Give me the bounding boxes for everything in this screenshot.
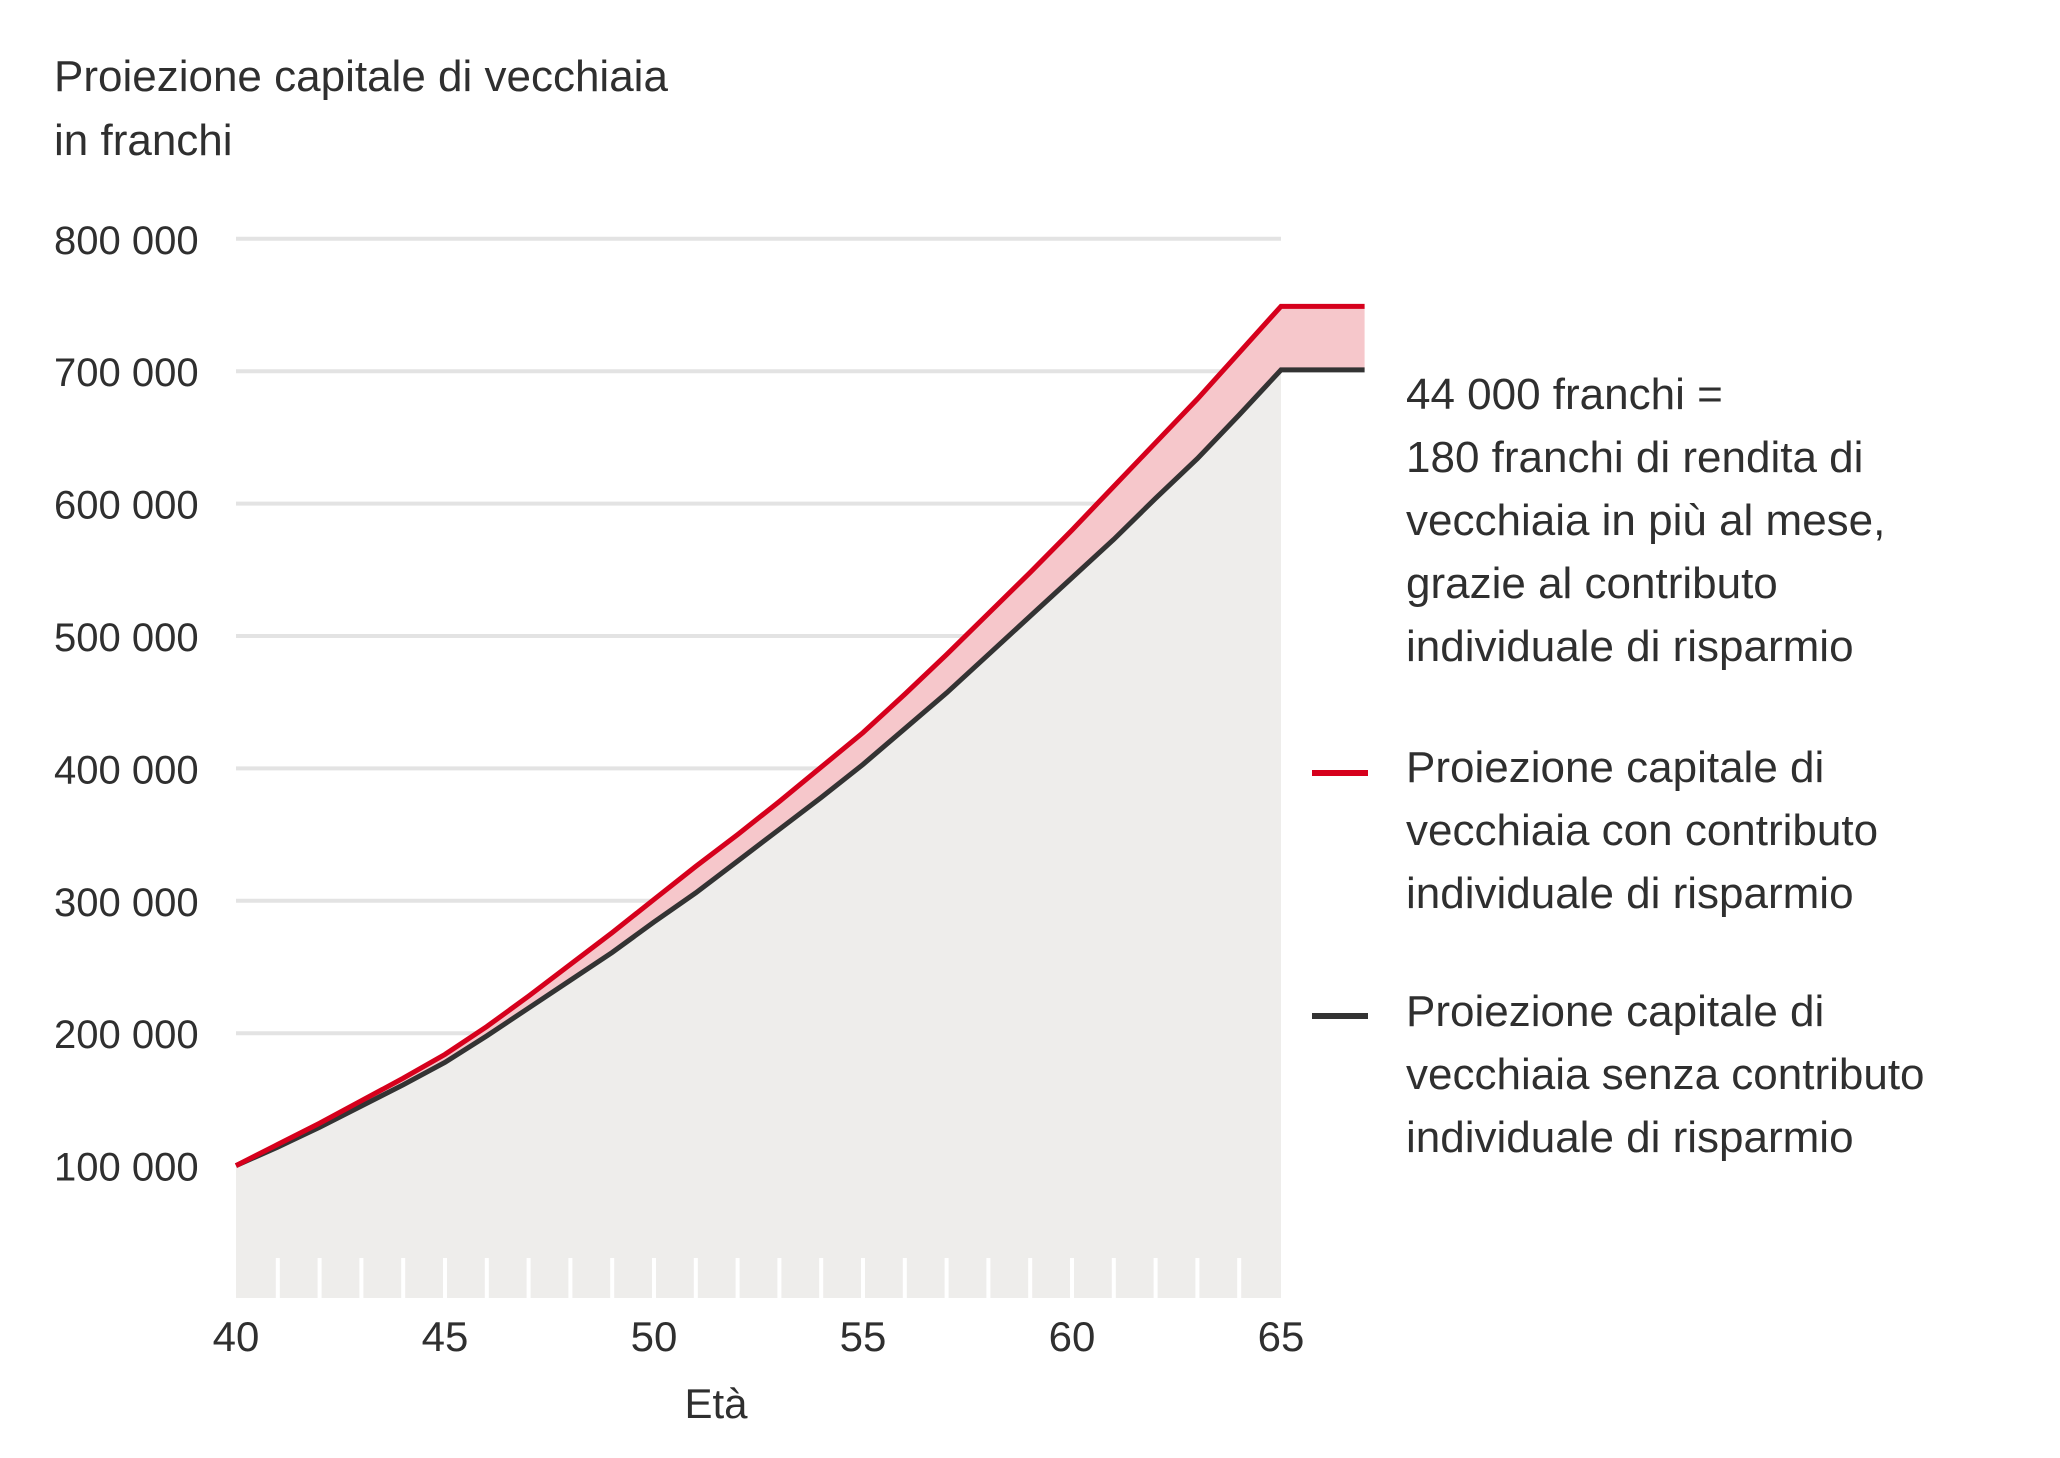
y-tick-label: 200 000	[54, 1013, 199, 1057]
annotation-line: grazie al contributo	[1406, 559, 1778, 608]
x-tick-label: 40	[213, 1313, 260, 1360]
x-tick-label: 55	[840, 1313, 887, 1360]
legend-label: vecchiaia con contributo	[1406, 806, 1879, 855]
y-tick-label: 100 000	[54, 1146, 199, 1190]
x-tick-label: 45	[422, 1313, 469, 1360]
y-tick-label: 800 000	[54, 219, 199, 263]
legend-swatch-black	[1312, 1013, 1368, 1019]
chart-title-line-2: in franchi	[54, 116, 233, 165]
legend-label: vecchiaia senza contributo	[1406, 1050, 1925, 1099]
y-tick-label: 400 000	[54, 748, 199, 792]
series-line-senza-contributo	[234, 367, 1365, 1168]
x-minor-ticks	[275, 1258, 1242, 1298]
x-tick-label: 50	[631, 1313, 678, 1360]
legend-label: Proiezione capitale di	[1406, 987, 1825, 1036]
legend-label: individuale di risparmio	[1406, 869, 1854, 918]
legend-swatch-red	[1312, 770, 1368, 776]
y-axis-tick-labels: 100 000 200 000 300 000 400 000 500 000 600 0…	[54, 219, 199, 1190]
series-line-con-contributo	[234, 303, 1365, 1168]
annotation-line: 180 franchi di rendita di	[1406, 433, 1864, 482]
annotation-line: 44 000 franchi =	[1406, 370, 1723, 419]
area-without-contribution	[236, 369, 1281, 1299]
x-axis-tick-labels: 40 45 50 55 60 65	[213, 1313, 1305, 1360]
legend-label: individuale di risparmio	[1406, 1113, 1854, 1162]
annotation-line: individuale di risparmio	[1406, 622, 1854, 671]
y-tick-label: 300 000	[54, 881, 199, 925]
annotation-line: vecchiaia in più al mese,	[1406, 496, 1886, 545]
y-tick-label: 600 000	[54, 484, 199, 528]
chart-title-line-1: Proiezione capitale di vecchiaia	[54, 52, 668, 101]
x-tick-label: 65	[1258, 1313, 1305, 1360]
x-tick-label: 60	[1049, 1313, 1096, 1360]
y-tick-label: 700 000	[54, 351, 199, 395]
legend-label: Proiezione capitale di	[1406, 743, 1825, 792]
x-axis-title: Età	[684, 1380, 748, 1427]
y-tick-label: 500 000	[54, 616, 199, 660]
